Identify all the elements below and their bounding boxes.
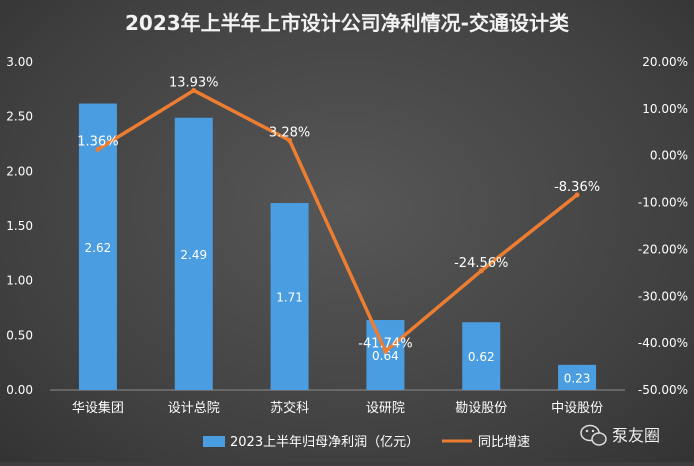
left-tick-label: 1.00	[6, 274, 33, 288]
bar-value-labels: 2.62 2.49 1.71 0.64 0.62 0.23	[85, 241, 591, 386]
category-label: 设计总院	[168, 401, 220, 416]
line-value-label: -8.36%	[554, 180, 600, 195]
right-axis: 20.00% 10.00% 0.00% -10.00% -20.00% -30.00% -4…	[638, 55, 688, 397]
legend-line-label: 同比增速	[478, 435, 530, 450]
wechat-icon	[580, 424, 607, 446]
line-point	[478, 268, 484, 274]
bar-value-label: 1.71	[276, 291, 303, 305]
bar-value-label: 2.62	[85, 241, 112, 255]
watermark: 泵友圈	[580, 424, 660, 446]
bar-value-label: 0.62	[468, 350, 495, 364]
line-value-label: 1.36%	[77, 134, 118, 149]
line-value-label: 13.93%	[169, 75, 219, 90]
line-series	[95, 87, 580, 354]
bar	[174, 117, 213, 390]
line-point	[574, 192, 580, 198]
bar-value-label: 2.49	[180, 248, 207, 262]
line-point	[191, 87, 197, 93]
right-tick-label: -20.00%	[638, 242, 688, 256]
bar	[558, 364, 597, 390]
bar	[366, 320, 405, 390]
line-value-label: -41.74%	[358, 336, 412, 351]
line-point	[95, 146, 101, 152]
left-tick-label: 2.00	[6, 164, 33, 178]
x-axis-categories: 华设集团 设计总院 苏交科 设研院 勘设股份 中设股份	[72, 400, 603, 416]
category-label: 华设集团	[72, 400, 124, 416]
category-label: 设研院	[366, 401, 405, 416]
bar	[270, 203, 309, 390]
bar	[462, 322, 501, 390]
right-tick-label: 20.00%	[642, 55, 688, 69]
left-tick-label: 0.50	[6, 328, 33, 342]
category-label: 中设股份	[551, 401, 603, 416]
legend-bar-swatch	[203, 436, 225, 447]
line-point	[382, 348, 388, 354]
right-tick-label: -30.00%	[638, 289, 688, 303]
legend-bar-label: 2023上半年归母净利润（亿元）	[230, 435, 419, 450]
left-tick-label: 3.00	[6, 55, 33, 69]
left-tick-label: 1.50	[6, 219, 33, 233]
right-tick-label: -10.00%	[638, 196, 688, 210]
bar-value-label: 0.64	[372, 349, 399, 363]
right-tick-label: 0.00%	[650, 149, 688, 163]
line-value-labels: 1.36% 13.93% 3.28% -41.74% -24.56% -8.36%	[77, 75, 600, 351]
line-point	[287, 137, 293, 143]
category-label: 苏交科	[270, 400, 309, 416]
right-tick-label: 10.00%	[642, 102, 688, 116]
line-value-label: -24.56%	[454, 256, 508, 271]
chart-title: 2023年上半年上市设计公司净利情况-交通设计类	[125, 11, 569, 35]
right-tick-label: -40.00%	[638, 336, 688, 350]
watermark-text: 泵友圈	[612, 426, 660, 445]
line-value-label: 3.28%	[269, 125, 310, 140]
left-tick-label: 2.50	[6, 110, 33, 124]
legend: 2023上半年归母净利润（亿元） 同比增速	[203, 435, 530, 450]
bar-value-label: 0.23	[564, 371, 591, 385]
left-tick-label: 0.00	[6, 383, 33, 397]
right-tick-label: -50.00%	[638, 383, 688, 397]
growth-line	[97, 88, 579, 354]
category-label: 勘设股份	[455, 401, 507, 416]
left-axis: 0.00 0.50 1.00 1.50 2.00 2.50 3.00	[6, 55, 33, 397]
